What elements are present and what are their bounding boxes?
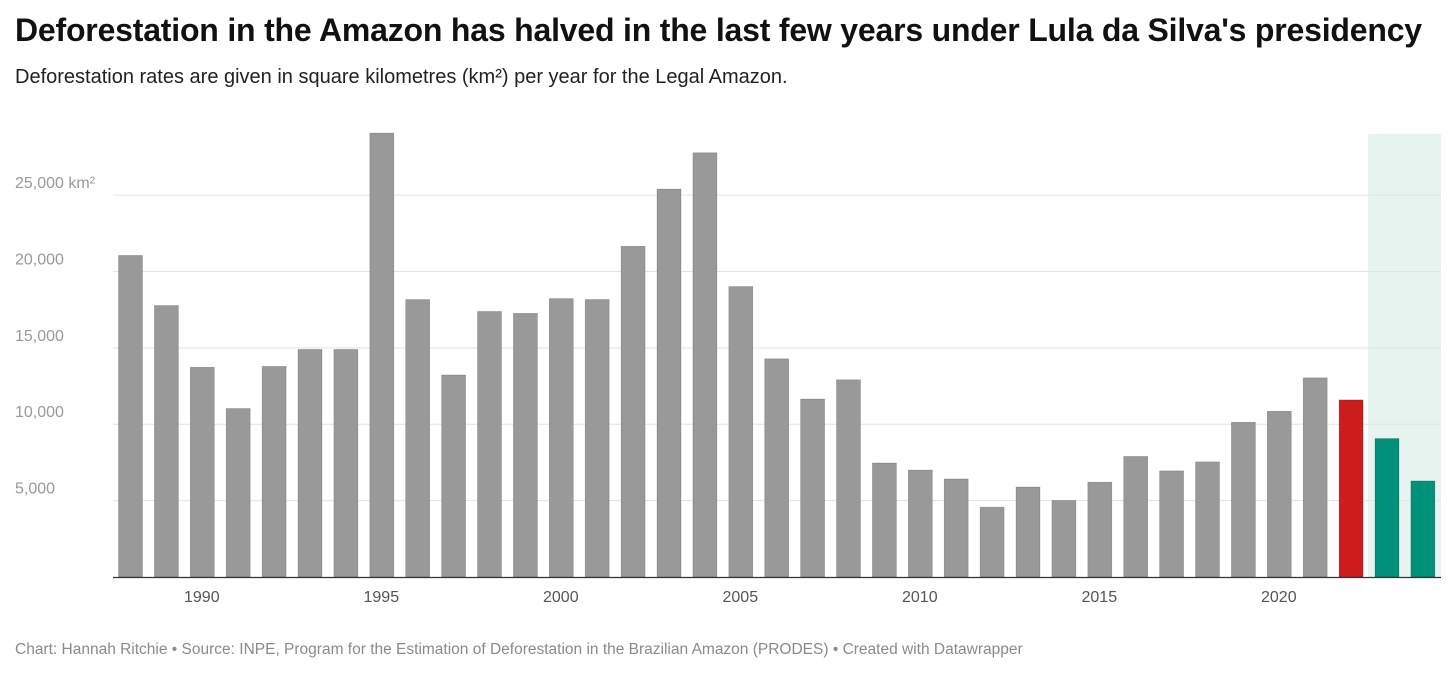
bar-2017	[1159, 470, 1184, 578]
bar-2007	[800, 398, 825, 578]
y-tick-label: 20,000	[15, 251, 64, 268]
bar-1992	[261, 366, 287, 578]
y-tick-label: 10,000	[15, 404, 64, 421]
bar-1996	[405, 299, 431, 578]
chart-title: Deforestation in the Amazon has halved i…	[15, 12, 1422, 48]
bar-1997	[441, 374, 466, 578]
bar-1988	[118, 255, 143, 578]
bar-2003	[656, 188, 682, 578]
bar-1989	[154, 305, 179, 578]
bar-2014	[1051, 500, 1077, 578]
bar-1990	[190, 366, 215, 578]
bar-1999	[513, 313, 538, 578]
x-tick-label: 1995	[364, 589, 400, 606]
bar-2000	[548, 298, 574, 578]
y-tick-label: 5,000	[15, 481, 55, 498]
bar-2013	[1015, 486, 1041, 578]
x-tick-label: 2020	[1261, 589, 1297, 606]
bar-2021	[1302, 377, 1328, 578]
footer-source: Source: INPE, Program for the Estimation…	[181, 641, 829, 658]
y-axis-ticks: 5,000 10,000 15,000 20,000 25,000 km²	[15, 175, 96, 498]
footer-created-with: Created with Datawrapper	[842, 641, 1023, 658]
bar-2006	[764, 358, 790, 578]
bar-2005	[728, 286, 754, 578]
bar-2016	[1123, 456, 1148, 578]
bar-2001	[584, 299, 610, 578]
x-tick-label: 1990	[184, 589, 220, 606]
x-tick-label: 2015	[1082, 589, 1118, 606]
x-axis-ticks: 1990 1995 2000 2005 2010 2015 2020	[184, 589, 1297, 606]
footer-chart-by: Chart: Hannah Ritchie	[15, 641, 168, 658]
bar-2008	[836, 379, 861, 578]
chart-footer: Chart: Hannah Ritchie • Source: INPE, Pr…	[15, 641, 1023, 659]
chart-subtitle: Deforestation rates are given in square …	[15, 66, 788, 88]
bar-1994	[333, 349, 359, 578]
bar-2018	[1195, 461, 1220, 578]
x-tick-label: 2000	[543, 589, 579, 606]
y-tick-label: 25,000 km²	[15, 175, 96, 192]
bar-2020	[1267, 410, 1292, 578]
bar-2004	[692, 152, 718, 578]
bar-2019	[1231, 421, 1256, 578]
bar-2024	[1410, 480, 1436, 578]
footer-separator-1: •	[167, 641, 182, 658]
bar-1993	[297, 349, 323, 578]
bar-2009	[872, 462, 897, 578]
bar-2002	[620, 245, 646, 578]
bar-2023	[1374, 438, 1400, 578]
bar-1991	[225, 408, 251, 578]
x-tick-label: 2010	[902, 589, 938, 606]
bar-2015	[1087, 481, 1113, 578]
y-tick-label: 15,000	[15, 328, 64, 345]
bar-2012	[979, 506, 1005, 578]
bars	[118, 132, 1436, 578]
bar-2010	[907, 469, 933, 578]
bar-2022	[1338, 399, 1364, 578]
bar-1995	[369, 132, 395, 578]
bar-2011	[943, 478, 969, 578]
footer-separator-2: •	[828, 641, 843, 658]
bar-1998	[477, 311, 502, 578]
x-tick-label: 2005	[723, 589, 759, 606]
